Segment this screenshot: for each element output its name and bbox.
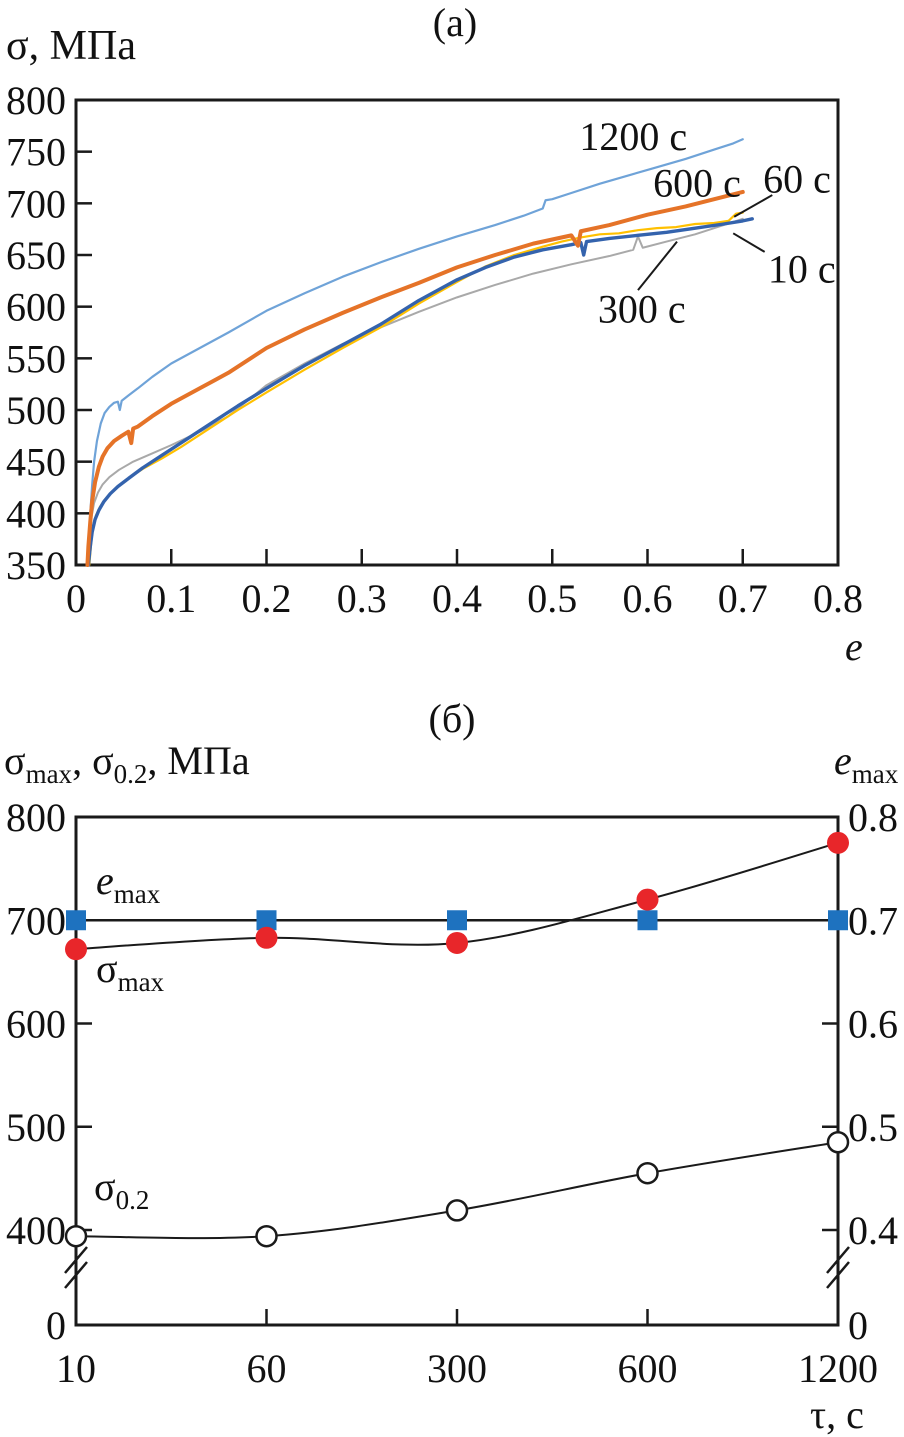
e-symbol: e bbox=[96, 858, 114, 903]
chart-b-right-axis-title: emax bbox=[834, 738, 898, 789]
max-subscript: max bbox=[113, 879, 161, 909]
chart-b-y-axis-title: σmax, σ0.2, МПа bbox=[4, 738, 250, 789]
svg-text:0.3: 0.3 bbox=[337, 576, 387, 621]
units-label: , МПа bbox=[147, 738, 250, 783]
sigma-max-subscript: max bbox=[25, 759, 73, 789]
svg-text:0.5: 0.5 bbox=[527, 576, 577, 621]
sigma2-symbol: , σ bbox=[72, 738, 114, 783]
svg-text:0.2: 0.2 bbox=[242, 576, 292, 621]
chart-a-series-300-с bbox=[86, 217, 744, 566]
chart-a-series-60-с bbox=[88, 211, 744, 567]
sigma-symbol: σ bbox=[94, 1164, 116, 1209]
svg-text:300: 300 bbox=[427, 1346, 487, 1391]
chart-b-series-1 bbox=[65, 831, 849, 961]
e-max-subscript: max bbox=[851, 759, 899, 789]
sigma-symbol: σ bbox=[4, 738, 26, 783]
svg-text:60: 60 bbox=[247, 1346, 287, 1391]
chart-b-x-axis-title: τ, с bbox=[810, 1392, 864, 1437]
chart-a-series-10-с bbox=[86, 217, 754, 567]
sigma-02-subscript: 0.2 bbox=[113, 759, 148, 789]
svg-text:0: 0 bbox=[848, 1303, 868, 1348]
chart-b-series-0 bbox=[66, 910, 848, 931]
sigma-symbol: σ bbox=[96, 946, 118, 991]
svg-text:0.6: 0.6 bbox=[848, 1002, 898, 1047]
svg-text:600: 600 bbox=[618, 1346, 678, 1391]
svg-text:800: 800 bbox=[6, 78, 66, 123]
svg-text:300 с: 300 с bbox=[598, 287, 686, 332]
svg-text:0.6: 0.6 bbox=[623, 576, 673, 621]
e-symbol: e bbox=[834, 738, 852, 783]
svg-text:0.1: 0.1 bbox=[146, 576, 196, 621]
svg-text:400: 400 bbox=[6, 1208, 66, 1253]
svg-text:400: 400 bbox=[6, 491, 66, 536]
chart-a-x-axis-title: e bbox=[845, 624, 863, 669]
svg-text:10 с: 10 с bbox=[768, 246, 836, 291]
svg-text:0.7: 0.7 bbox=[848, 898, 898, 943]
svg-text:800: 800 bbox=[6, 795, 66, 840]
svg-text:0.4: 0.4 bbox=[848, 1208, 898, 1253]
svg-text:0.8: 0.8 bbox=[813, 576, 863, 621]
svg-text:500: 500 bbox=[6, 1105, 66, 1150]
sigma-02-series-label: σ0.2 bbox=[94, 1164, 149, 1215]
svg-text:650: 650 bbox=[6, 233, 66, 278]
svg-text:1200 с: 1200 с bbox=[579, 114, 687, 159]
svg-text:600: 600 bbox=[6, 1002, 66, 1047]
svg-text:550: 550 bbox=[6, 336, 66, 381]
svg-text:60 с: 60 с bbox=[763, 157, 831, 202]
svg-text:600: 600 bbox=[6, 285, 66, 330]
svg-text:750: 750 bbox=[6, 130, 66, 175]
max-subscript: max bbox=[117, 967, 165, 997]
chart-a-y-axis-title: σ, МПа bbox=[6, 23, 136, 69]
sigma-max-series-label: σmax bbox=[96, 946, 164, 997]
svg-text:0.8: 0.8 bbox=[848, 795, 898, 840]
chart-b-series-2 bbox=[64, 1130, 850, 1248]
svg-text:350: 350 bbox=[6, 543, 66, 588]
svg-text:600 с: 600 с bbox=[653, 161, 741, 206]
chart-b-title: (б) bbox=[428, 696, 476, 741]
svg-text:0.5: 0.5 bbox=[848, 1105, 898, 1150]
emax-series-label: emax bbox=[96, 858, 160, 909]
svg-text:10: 10 bbox=[56, 1346, 96, 1391]
svg-text:500: 500 bbox=[6, 388, 66, 433]
02-subscript: 0.2 bbox=[115, 1185, 150, 1215]
chart-a-title: (а) bbox=[432, 0, 478, 45]
chart-a-series-1200-с bbox=[86, 138, 744, 567]
svg-text:0: 0 bbox=[46, 1303, 66, 1348]
svg-text:1200: 1200 bbox=[798, 1346, 878, 1391]
chart-a-series-600-с bbox=[85, 189, 745, 567]
svg-text:0.4: 0.4 bbox=[432, 576, 482, 621]
svg-text:700: 700 bbox=[6, 181, 66, 226]
svg-text:450: 450 bbox=[6, 440, 66, 485]
svg-text:0: 0 bbox=[66, 576, 86, 621]
svg-text:0.7: 0.7 bbox=[718, 576, 768, 621]
svg-text:700: 700 bbox=[6, 898, 66, 943]
